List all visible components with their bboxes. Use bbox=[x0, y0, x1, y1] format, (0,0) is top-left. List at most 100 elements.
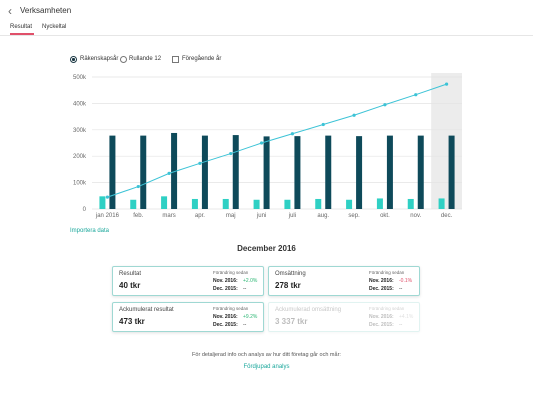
bar bbox=[109, 135, 116, 209]
y-tick-label: 0 bbox=[83, 207, 87, 213]
x-tick-label: jan 2016 bbox=[95, 213, 120, 219]
back-button[interactable]: ‹ bbox=[8, 4, 12, 18]
radio-selected[interactable] bbox=[70, 56, 77, 63]
change-value: +2.0% bbox=[243, 278, 258, 284]
bar bbox=[356, 136, 363, 209]
bar bbox=[171, 132, 178, 209]
bar bbox=[407, 198, 414, 209]
card-title: Omsättning bbox=[275, 271, 306, 277]
x-tick-label: maj bbox=[226, 213, 236, 219]
bar bbox=[346, 199, 353, 209]
bar bbox=[222, 198, 229, 209]
x-tick-label: aug. bbox=[317, 213, 329, 219]
tab-underline bbox=[10, 33, 34, 35]
bar bbox=[386, 135, 393, 209]
bar bbox=[191, 198, 198, 209]
bar bbox=[438, 198, 445, 209]
card-change-label: Förändring sedan bbox=[213, 270, 249, 275]
footer-link[interactable]: Fördjupad analys bbox=[243, 364, 290, 370]
x-tick-label: dec. bbox=[441, 213, 453, 219]
line-point bbox=[290, 132, 295, 136]
bar bbox=[130, 199, 137, 209]
chart: 0 100k 200k 300k 400k 500k jan 2016 feb. mars apr… bbox=[73, 73, 462, 219]
card-change-label: Förändring sedan bbox=[213, 306, 249, 311]
change-period: Nov. 2016: bbox=[213, 314, 238, 320]
bar bbox=[232, 135, 239, 209]
x-tick-label: mars bbox=[162, 213, 175, 219]
selected-column bbox=[431, 73, 462, 209]
card-value: 40 tkr bbox=[119, 281, 141, 290]
divider bbox=[0, 35, 533, 36]
line-point bbox=[105, 195, 110, 199]
bar bbox=[201, 135, 208, 209]
y-tick-label: 200k bbox=[73, 154, 87, 160]
checkbox[interactable] bbox=[172, 56, 179, 63]
metric-card[interactable]: Ackumulerat resultat 473 tkr Förändring se… bbox=[112, 302, 264, 332]
card-title: Resultat bbox=[119, 271, 142, 277]
line-point bbox=[352, 113, 356, 117]
metric-card[interactable]: Omsättning 278 tkr Förändring sedan Nov. 20… bbox=[268, 266, 420, 296]
y-tick-label: 400k bbox=[73, 101, 87, 107]
card-value: 473 tkr bbox=[119, 317, 145, 326]
change-value: +4.1% bbox=[399, 314, 414, 320]
bar bbox=[161, 196, 168, 209]
radio[interactable] bbox=[120, 56, 127, 63]
x-tick-label: sep. bbox=[348, 213, 360, 219]
line bbox=[107, 83, 447, 198]
line-point bbox=[198, 161, 202, 165]
line-point bbox=[444, 82, 449, 86]
change-value: -- bbox=[243, 286, 247, 292]
checkbox-label[interactable]: Föregående år bbox=[182, 56, 222, 62]
bar bbox=[448, 135, 455, 209]
x-tick-label: juli bbox=[288, 213, 296, 219]
card-title: Ackumulerad omsättning bbox=[275, 307, 342, 313]
change-value: -- bbox=[243, 322, 247, 328]
change-period: Dec. 2015: bbox=[213, 322, 238, 328]
line-point bbox=[383, 103, 387, 107]
line-point bbox=[414, 93, 418, 97]
x-tick-label: nov. bbox=[410, 213, 421, 219]
import-link[interactable]: Importera data bbox=[70, 228, 110, 234]
bar bbox=[140, 135, 147, 209]
card-change-label: Förändring sedan bbox=[369, 306, 405, 311]
x-tick-label: juni bbox=[256, 213, 266, 219]
tab[interactable]: Resultat bbox=[10, 24, 33, 30]
card-value: 278 tkr bbox=[275, 281, 301, 290]
change-period: Dec. 2015: bbox=[213, 286, 238, 292]
footer-text: För detaljerad info och analys av hur di… bbox=[192, 352, 341, 358]
bar bbox=[315, 198, 322, 209]
change-value: +9.2% bbox=[243, 314, 258, 320]
line-point bbox=[321, 122, 325, 127]
card-title: Ackumulerat resultat bbox=[119, 307, 174, 313]
change-period: Nov. 2016: bbox=[369, 278, 394, 284]
line-point bbox=[259, 141, 264, 145]
bar bbox=[284, 199, 291, 209]
bar bbox=[263, 136, 270, 209]
x-tick-label: okt. bbox=[380, 213, 390, 219]
radio-label[interactable]: Räkenskapsår bbox=[80, 56, 119, 62]
line-point bbox=[136, 184, 140, 189]
change-period: Nov. 2016: bbox=[213, 278, 238, 284]
y-tick-label: 100k bbox=[73, 181, 87, 187]
y-tick-label: 500k bbox=[73, 75, 87, 81]
change-value: -- bbox=[399, 286, 403, 292]
change-value: -- bbox=[399, 322, 403, 328]
tab[interactable]: Nyckeltal bbox=[42, 24, 67, 30]
x-tick-label: feb. bbox=[133, 213, 143, 219]
metric-card[interactable]: Ackumulerad omsättning 3 337 tkr Förändrin… bbox=[268, 302, 420, 332]
radio-label[interactable]: Rullande 12 bbox=[129, 56, 162, 62]
change-period: Nov. 2016: bbox=[369, 314, 394, 320]
page-title: Verksamheten bbox=[20, 6, 72, 15]
card-change-label: Förändring sedan bbox=[369, 270, 405, 275]
period-title: December 2016 bbox=[237, 244, 296, 253]
bar bbox=[99, 196, 106, 209]
line-point bbox=[167, 171, 171, 175]
x-tick-label: apr. bbox=[195, 213, 205, 219]
bar bbox=[253, 199, 260, 209]
metric-card[interactable]: Resultat 40 tkr Förändring sedan Nov. 2016:… bbox=[112, 266, 264, 296]
y-tick-label: 300k bbox=[73, 128, 87, 134]
change-period: Dec. 2015: bbox=[369, 322, 394, 328]
bar bbox=[417, 135, 424, 209]
bar bbox=[325, 135, 332, 209]
